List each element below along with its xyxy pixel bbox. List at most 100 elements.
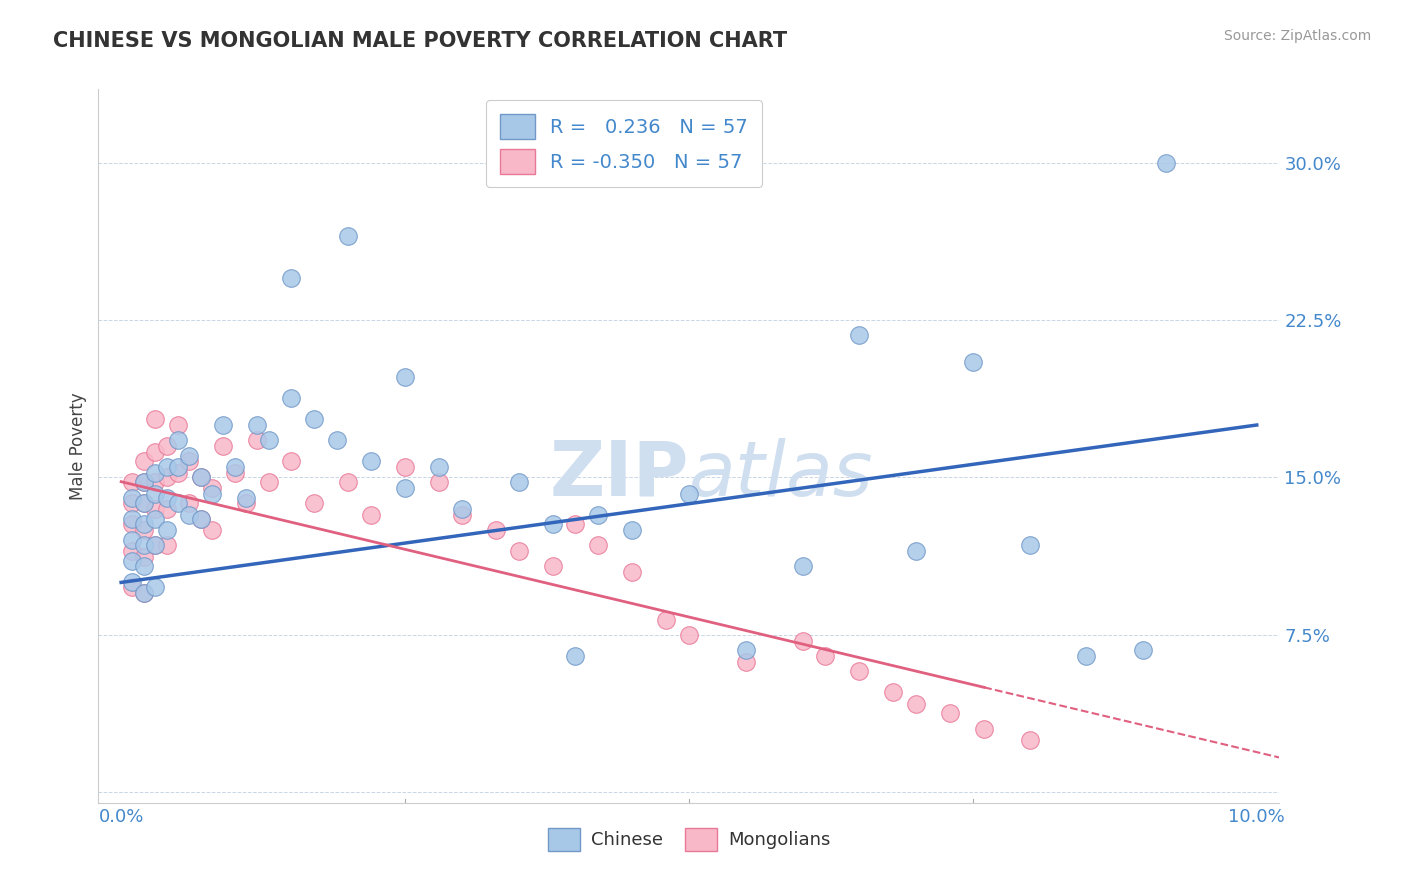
Point [132, 496, 155, 510]
Point [167, 467, 190, 481]
Point [143, 467, 166, 481]
Point [427, 460, 450, 475]
Point [848, 664, 870, 678]
Point [179, 453, 201, 467]
Point [235, 496, 257, 510]
Point [360, 508, 382, 523]
Point [905, 697, 928, 711]
Point [962, 355, 984, 369]
Point [212, 439, 235, 453]
Point [121, 544, 143, 558]
Point [132, 586, 155, 600]
Point [394, 460, 416, 475]
Point [337, 229, 360, 244]
Y-axis label: Male Poverty: Male Poverty [69, 392, 87, 500]
Point [939, 706, 962, 720]
Point [143, 475, 166, 489]
Point [132, 586, 155, 600]
Point [973, 723, 995, 737]
Point [132, 558, 155, 573]
Text: ZIP: ZIP [550, 438, 689, 511]
Point [155, 439, 177, 453]
Point [450, 502, 472, 516]
Point [1018, 538, 1040, 552]
Point [564, 516, 586, 531]
Point [155, 523, 177, 537]
Point [394, 369, 416, 384]
Point [224, 460, 246, 475]
Point [190, 470, 212, 484]
Point [143, 538, 166, 552]
Point [246, 433, 269, 447]
Point [1076, 648, 1098, 663]
Point [121, 575, 143, 590]
Point [201, 481, 224, 495]
Point [508, 544, 530, 558]
Point [143, 502, 166, 516]
Point [394, 481, 416, 495]
Point [246, 417, 269, 432]
Point [280, 453, 302, 467]
Point [190, 470, 212, 484]
Point [155, 538, 177, 552]
Point [655, 613, 678, 627]
Point [121, 512, 143, 526]
Point [541, 558, 564, 573]
Point [132, 550, 155, 565]
Text: CHINESE VS MONGOLIAN MALE POVERTY CORRELATION CHART: CHINESE VS MONGOLIAN MALE POVERTY CORREL… [53, 31, 787, 51]
Point [155, 502, 177, 516]
Point [621, 565, 644, 579]
Point [257, 433, 280, 447]
Point [882, 684, 904, 698]
Point [678, 628, 700, 642]
Point [201, 523, 224, 537]
Point [121, 580, 143, 594]
Point [132, 538, 155, 552]
Point [235, 491, 257, 506]
Point [257, 475, 280, 489]
Point [143, 580, 166, 594]
Point [155, 491, 177, 506]
Point [121, 475, 143, 489]
Point [167, 417, 190, 432]
Point [734, 642, 756, 657]
Point [792, 634, 814, 648]
Point [143, 411, 166, 425]
Point [814, 648, 837, 663]
Point [143, 538, 166, 552]
Point [905, 544, 928, 558]
Point [179, 450, 201, 464]
Point [190, 512, 212, 526]
Point [586, 508, 609, 523]
Legend: Chinese, Mongolians: Chinese, Mongolians [540, 821, 838, 858]
Point [155, 470, 177, 484]
Point [201, 487, 224, 501]
Point [132, 516, 155, 531]
Point [224, 467, 246, 481]
Point [450, 508, 472, 523]
Point [1132, 642, 1154, 657]
Point [734, 655, 756, 669]
Point [167, 433, 190, 447]
Point [792, 558, 814, 573]
Point [143, 512, 166, 526]
Point [541, 516, 564, 531]
Text: Source: ZipAtlas.com: Source: ZipAtlas.com [1223, 29, 1371, 43]
Point [427, 475, 450, 489]
Point [280, 271, 302, 285]
Point [121, 516, 143, 531]
Text: atlas: atlas [689, 438, 873, 511]
Point [190, 512, 212, 526]
Point [280, 391, 302, 405]
Point [179, 508, 201, 523]
Point [143, 445, 166, 459]
Point [132, 523, 155, 537]
Point [179, 496, 201, 510]
Point [848, 327, 870, 342]
Point [167, 496, 190, 510]
Point [621, 523, 644, 537]
Point [1018, 732, 1040, 747]
Point [326, 433, 349, 447]
Point [121, 496, 143, 510]
Point [302, 496, 325, 510]
